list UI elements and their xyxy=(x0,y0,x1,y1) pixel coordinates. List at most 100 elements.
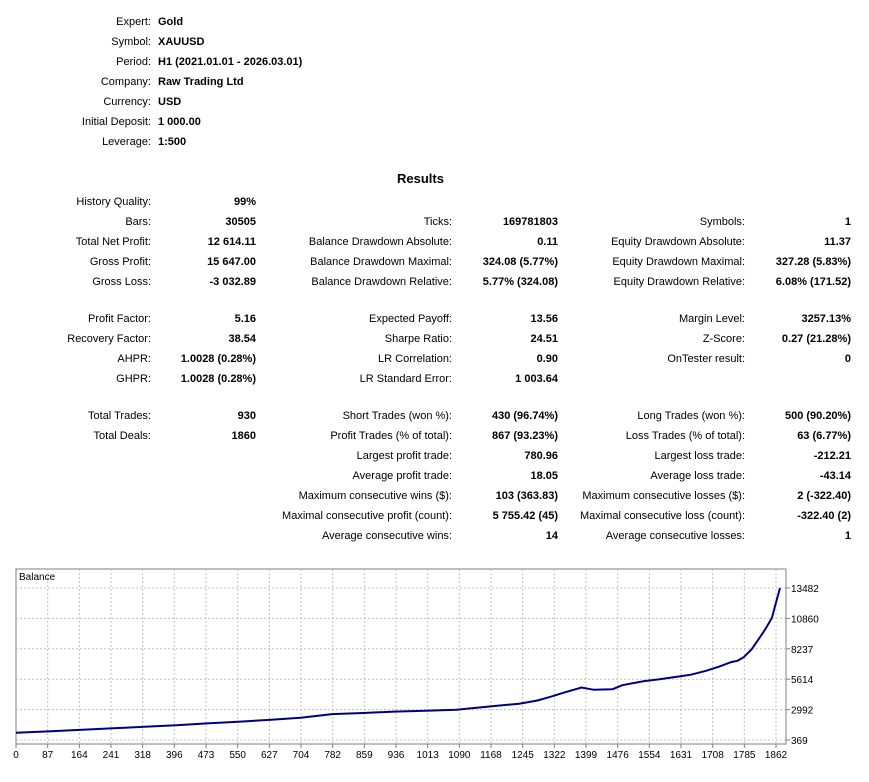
stat-label: Maximum consecutive losses ($): xyxy=(582,490,745,502)
x-tick-label: 1090 xyxy=(448,750,471,761)
header-label: Currency: xyxy=(103,96,151,108)
stat-value: 169781803 xyxy=(502,216,558,228)
stat-value: 1.0028 (0.28%) xyxy=(180,353,256,365)
stat-value: 2 (-322.40) xyxy=(797,490,851,502)
x-tick-label: 1013 xyxy=(417,750,440,761)
balance-line xyxy=(15,587,781,734)
stat-label: Largest loss trade: xyxy=(654,450,746,462)
stat-label: Maximal consecutive loss (count): xyxy=(579,510,745,522)
header-label: Symbol: xyxy=(111,36,151,48)
header-row: Period: H1 (2021.01.01 - 2026.03.01) xyxy=(0,52,869,72)
stat-value: 14 xyxy=(545,530,558,542)
stat-label: Balance Drawdown Relative: xyxy=(311,276,452,288)
stat-label: Total Trades: xyxy=(88,410,151,422)
x-tick-label: 1631 xyxy=(670,750,693,761)
stat-label: Ticks: xyxy=(423,216,452,228)
header-value: H1 (2021.01.01 - 2026.03.01) xyxy=(158,56,303,68)
stat-value: 24.51 xyxy=(530,333,558,345)
y-tick-label: 10860 xyxy=(791,614,819,625)
stat-value: 324.08 (5.77%) xyxy=(482,256,558,268)
x-tick-label: 0 xyxy=(13,750,19,761)
x-tick-label: 782 xyxy=(324,750,341,761)
x-tick-label: 1554 xyxy=(638,750,661,761)
x-tick-label: 627 xyxy=(261,750,278,761)
stat-value: 0.90 xyxy=(536,353,558,365)
y-tick-label: 2992 xyxy=(791,706,814,717)
header-row: Currency: USD xyxy=(0,92,869,112)
stat-value: 0.27 (21.28%) xyxy=(781,333,851,345)
stat-label: Gross Profit: xyxy=(89,256,151,268)
stat-label: Equity Drawdown Maximal: xyxy=(612,256,745,268)
x-tick-label: 87 xyxy=(42,750,54,761)
stat-value: 3257.13% xyxy=(801,313,851,325)
x-tick-label: 1322 xyxy=(543,750,566,761)
header-label: Initial Deposit: xyxy=(81,116,151,128)
stat-value: 18.05 xyxy=(530,470,558,482)
stat-label: Largest profit trade: xyxy=(356,450,452,462)
header-row: Company: Raw Trading Ltd xyxy=(0,72,869,92)
y-tick-label: 8237 xyxy=(791,645,814,656)
stat-value: 430 (96.74%) xyxy=(491,410,558,422)
stat-label: Average consecutive wins: xyxy=(321,530,452,542)
stat-label: Equity Drawdown Absolute: xyxy=(611,236,745,248)
chart-title: Balance xyxy=(19,572,56,583)
plot-area xyxy=(15,568,787,745)
stat-label: Balance Drawdown Maximal: xyxy=(310,256,452,268)
stat-value: 930 xyxy=(237,410,256,422)
header-row: Expert: Gold xyxy=(0,12,869,32)
header-row: Leverage: 1:500 xyxy=(0,132,869,152)
y-tick-label: 369 xyxy=(791,736,808,747)
stat-value: -3 032.89 xyxy=(209,276,256,288)
stat-value: 103 (363.83) xyxy=(495,490,558,502)
stat-label: Recovery Factor: xyxy=(67,333,151,345)
x-tick-label: 550 xyxy=(229,750,246,761)
balance-chart-svg: Balance 0 87 164 241 318 396 473 550 627 704 782 859… xyxy=(13,568,819,761)
stat-label: History Quality: xyxy=(76,196,151,208)
header-label: Company: xyxy=(100,76,151,88)
x-tick-label: 1168 xyxy=(480,750,502,761)
stat-value: 867 (93.23%) xyxy=(491,430,558,442)
stat-value: 6.08% (171.52) xyxy=(775,276,851,288)
stat-label: Maximum consecutive wins ($): xyxy=(298,490,452,502)
stat-value: 1.0028 (0.28%) xyxy=(180,373,256,385)
stat-label: OnTester result: xyxy=(667,353,745,365)
header-value: Gold xyxy=(158,16,184,28)
stat-value: 1 xyxy=(844,530,851,542)
stat-value: 38.54 xyxy=(228,333,256,345)
x-tick-label: 704 xyxy=(293,750,310,761)
stat-value: 327.28 (5.83%) xyxy=(775,256,851,268)
header-label: Expert: xyxy=(116,16,151,28)
stat-value: 11.37 xyxy=(824,236,851,248)
stat-label: GHPR: xyxy=(116,373,151,385)
x-tick-label: 1476 xyxy=(607,750,630,761)
stat-label: Gross Loss: xyxy=(92,276,151,288)
x-tick-label: 1862 xyxy=(765,750,788,761)
stat-label: Expected Payoff: xyxy=(369,313,452,325)
x-tick-label: 318 xyxy=(134,750,151,761)
stat-value: 13.56 xyxy=(530,313,558,325)
header-value: Raw Trading Ltd xyxy=(158,76,244,88)
stat-label: Total Net Profit: xyxy=(75,236,151,248)
stat-label: LR Standard Error: xyxy=(359,373,452,385)
stat-label: Long Trades (won %): xyxy=(637,410,745,422)
stat-value: 1 xyxy=(844,216,851,228)
stat-value: 15 647.00 xyxy=(207,256,256,268)
stat-value: 1860 xyxy=(231,430,256,442)
stat-label: Bars: xyxy=(125,216,151,228)
y-tick-label: 5614 xyxy=(791,675,814,686)
x-tick-label: 241 xyxy=(103,750,120,761)
stat-label: Margin Level: xyxy=(678,313,745,325)
stat-label: Short Trades (won %): xyxy=(342,410,452,422)
stat-label: Z-Score: xyxy=(702,333,745,345)
x-tick-label: 396 xyxy=(166,750,183,761)
x-tick-label: 473 xyxy=(198,750,215,761)
stat-value: 30505 xyxy=(225,216,256,228)
stat-label: LR Correlation: xyxy=(378,353,452,365)
stat-value: 780.96 xyxy=(524,450,558,462)
header-value: XAUUSD xyxy=(158,36,205,48)
header-value: 1 000.00 xyxy=(158,116,201,128)
x-tick-label: 1708 xyxy=(702,750,725,761)
header-row: Initial Deposit: 1 000.00 xyxy=(0,112,869,132)
stat-value: 63 (6.77%) xyxy=(797,430,851,442)
stat-value: 0 xyxy=(844,353,851,365)
